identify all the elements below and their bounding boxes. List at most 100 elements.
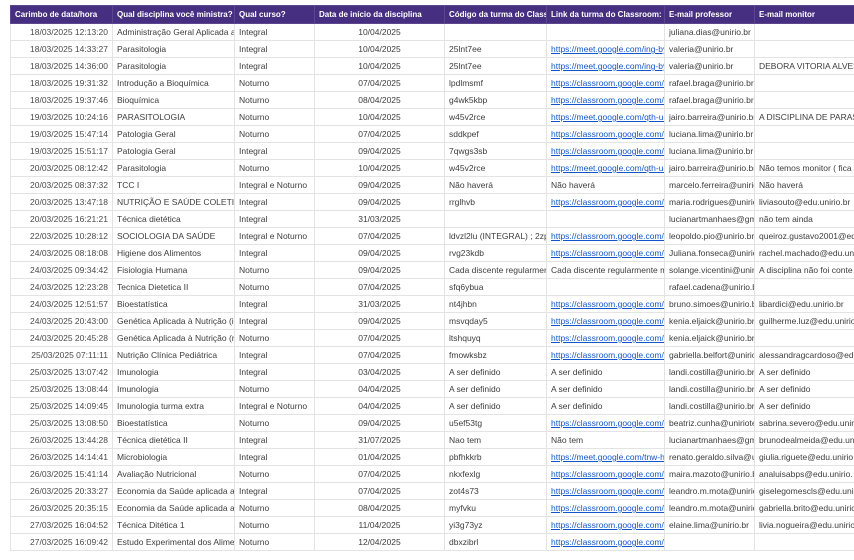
classroom-link[interactable]: https://meet.google.com/ing-bysp- xyxy=(551,61,664,71)
cell[interactable]: 09/04/2025 xyxy=(314,414,445,432)
cell[interactable]: DEBORA VITORIA ALVES xyxy=(754,57,854,75)
cell[interactable]: A ser definido xyxy=(444,380,547,398)
cell[interactable]: luciana.lima@unirio.br xyxy=(664,125,755,143)
classroom-link[interactable]: https://classroom.google.com/c/N xyxy=(551,537,665,547)
cell[interactable]: https://classroom.google.com/c/N xyxy=(546,312,665,330)
cell[interactable]: Tecnica Dietetica II xyxy=(112,278,235,296)
cell[interactable]: analuisabps@edu.unirio. xyxy=(754,465,854,483)
cell[interactable]: kenia.eljaick@unirio.br xyxy=(664,312,755,330)
classroom-link[interactable]: https://classroom.google.com/c/N xyxy=(551,78,665,88)
cell[interactable]: giselegomescls@edu.uni xyxy=(754,482,854,500)
cell[interactable]: Técnica dietética II xyxy=(112,431,235,449)
cell[interactable]: 25/03/2025 07:11:11 xyxy=(10,346,113,364)
cell[interactable]: TCC I xyxy=(112,176,235,194)
cell[interactable]: Juliana.fonseca@unirio.t xyxy=(664,244,755,262)
cell[interactable] xyxy=(754,91,854,109)
cell[interactable]: Fisiologia Humana xyxy=(112,261,235,279)
cell[interactable]: Não haverá xyxy=(444,176,547,194)
cell[interactable] xyxy=(444,23,547,41)
classroom-link[interactable]: https://meet.google.com/ing-bysp- xyxy=(551,44,664,54)
cell[interactable]: renato.geraldo.silva@uni xyxy=(664,448,755,466)
cell[interactable]: Administração Geral Aplicada a Nutr xyxy=(112,23,235,41)
cell[interactable]: giulia.riguete@edu.unirio xyxy=(754,448,854,466)
cell[interactable]: Economia da Saúde aplicada a Nutr xyxy=(112,499,235,517)
cell[interactable]: SOCIOLOGIA DA SAÚDE xyxy=(112,227,235,245)
classroom-link[interactable]: https://classroom.google.com/c/N xyxy=(551,469,665,479)
cell[interactable]: Noturno xyxy=(234,465,315,483)
cell[interactable]: rafael.cadena@unirio.br xyxy=(664,278,755,296)
cell[interactable]: 04/04/2025 xyxy=(314,397,445,415)
classroom-link[interactable]: https://classroom.google.com/c/N xyxy=(551,231,665,241)
cell[interactable]: Higiene dos Alimentos xyxy=(112,244,235,262)
cell[interactable]: liviasouto@edu.unirio.br xyxy=(754,193,854,211)
cell[interactable]: A ser definido xyxy=(754,380,854,398)
cell[interactable]: maria.rodrigues@unirio.b xyxy=(664,193,755,211)
cell[interactable]: 27/03/2025 16:09:42 xyxy=(10,533,113,551)
cell[interactable]: Noturno xyxy=(234,516,315,534)
cell[interactable]: 26/03/2025 20:33:27 xyxy=(10,482,113,500)
cell[interactable]: lucianartmanhaes@gma xyxy=(664,431,755,449)
cell[interactable]: w45v2rce xyxy=(444,159,547,177)
cell[interactable]: rafael.braga@unirio.br xyxy=(664,74,755,92)
cell[interactable]: não tem ainda xyxy=(754,210,854,228)
classroom-link[interactable]: https://classroom.google.com/c/N xyxy=(551,503,665,513)
cell[interactable]: 25/03/2025 13:07:42 xyxy=(10,363,113,381)
cell[interactable]: ldvzl2lu (INTEGRAL) ; 2zplrv6s (NOTUF xyxy=(444,227,547,245)
cell[interactable]: https://classroom.google.com/c/N xyxy=(546,125,665,143)
cell[interactable]: 20/03/2025 08:12:42 xyxy=(10,159,113,177)
cell[interactable]: 04/04/2025 xyxy=(314,380,445,398)
cell[interactable]: 09/04/2025 xyxy=(314,142,445,160)
cell[interactable]: 24/03/2025 08:18:08 xyxy=(10,244,113,262)
cell[interactable] xyxy=(754,142,854,160)
cell[interactable]: 25lnt7ee xyxy=(444,40,547,58)
cell[interactable] xyxy=(754,125,854,143)
cell[interactable]: rachel.machado@edu.uni xyxy=(754,244,854,262)
cell[interactable]: Integral xyxy=(234,244,315,262)
cell[interactable]: https://meet.google.com/ing-bysp- xyxy=(546,57,665,75)
cell[interactable]: 08/04/2025 xyxy=(314,91,445,109)
cell[interactable]: 25/03/2025 13:08:44 xyxy=(10,380,113,398)
cell[interactable]: Bioestatística xyxy=(112,295,235,313)
cell[interactable]: gabriella.belfort@unirio.br xyxy=(664,346,755,364)
cell[interactable]: https://classroom.google.com/c/N xyxy=(546,244,665,262)
cell[interactable]: Nao tem xyxy=(444,431,547,449)
classroom-link[interactable]: https://classroom.google.com/c/N xyxy=(551,197,665,207)
cell[interactable]: Bioestatística xyxy=(112,414,235,432)
cell[interactable]: landi.costilla@unirio.br xyxy=(664,397,755,415)
cell[interactable]: 24/03/2025 12:23:28 xyxy=(10,278,113,296)
cell[interactable]: Integral xyxy=(234,23,315,41)
cell[interactable]: https://classroom.google.com/c/N xyxy=(546,533,665,551)
classroom-link[interactable]: https://classroom.google.com/c/N xyxy=(551,520,665,530)
cell[interactable]: alessandragcardoso@ed xyxy=(754,346,854,364)
cell[interactable]: landi.costilla@unirio.br xyxy=(664,363,755,381)
cell[interactable]: Parasitologia xyxy=(112,159,235,177)
classroom-link[interactable]: https://classroom.google.com/c/N xyxy=(551,418,665,428)
cell[interactable]: Integral xyxy=(234,193,315,211)
cell[interactable]: 09/04/2025 xyxy=(314,193,445,211)
cell[interactable]: marcelo.ferreira@unirio.b xyxy=(664,176,755,194)
cell[interactable]: 24/03/2025 20:45:28 xyxy=(10,329,113,347)
cell[interactable]: Imunologia xyxy=(112,380,235,398)
column-header[interactable]: Link da turma do Classroom: xyxy=(546,5,665,24)
classroom-link[interactable]: https://classroom.google.com/c/N xyxy=(551,350,665,360)
cell[interactable]: zot4s73 xyxy=(444,482,547,500)
cell[interactable]: https://classroom.google.com/c/N xyxy=(546,193,665,211)
cell[interactable]: Microbiologia xyxy=(112,448,235,466)
cell[interactable]: libardici@edu.unirio.br xyxy=(754,295,854,313)
cell[interactable]: rvg23kdb xyxy=(444,244,547,262)
classroom-link[interactable]: https://classroom.google.com/c/N xyxy=(551,316,665,326)
cell[interactable]: 19/03/2025 10:24:16 xyxy=(10,108,113,126)
cell[interactable]: 26/03/2025 20:35:15 xyxy=(10,499,113,517)
cell[interactable]: A ser definido xyxy=(444,397,547,415)
cell[interactable]: nt4jhbn xyxy=(444,295,547,313)
cell[interactable]: 10/04/2025 xyxy=(314,159,445,177)
cell[interactable]: 25/03/2025 14:09:45 xyxy=(10,397,113,415)
cell[interactable]: 07/04/2025 xyxy=(314,329,445,347)
cell[interactable]: luciana.lima@unirio.br xyxy=(664,142,755,160)
cell[interactable]: lpdlmsmf xyxy=(444,74,547,92)
cell[interactable]: Integral xyxy=(234,40,315,58)
column-header[interactable]: Qual disciplina você ministra? xyxy=(112,5,235,24)
cell[interactable]: Noturno xyxy=(234,533,315,551)
cell[interactable]: https://classroom.google.com/c/N xyxy=(546,74,665,92)
column-header[interactable]: Data de início da disciplina xyxy=(314,5,445,24)
